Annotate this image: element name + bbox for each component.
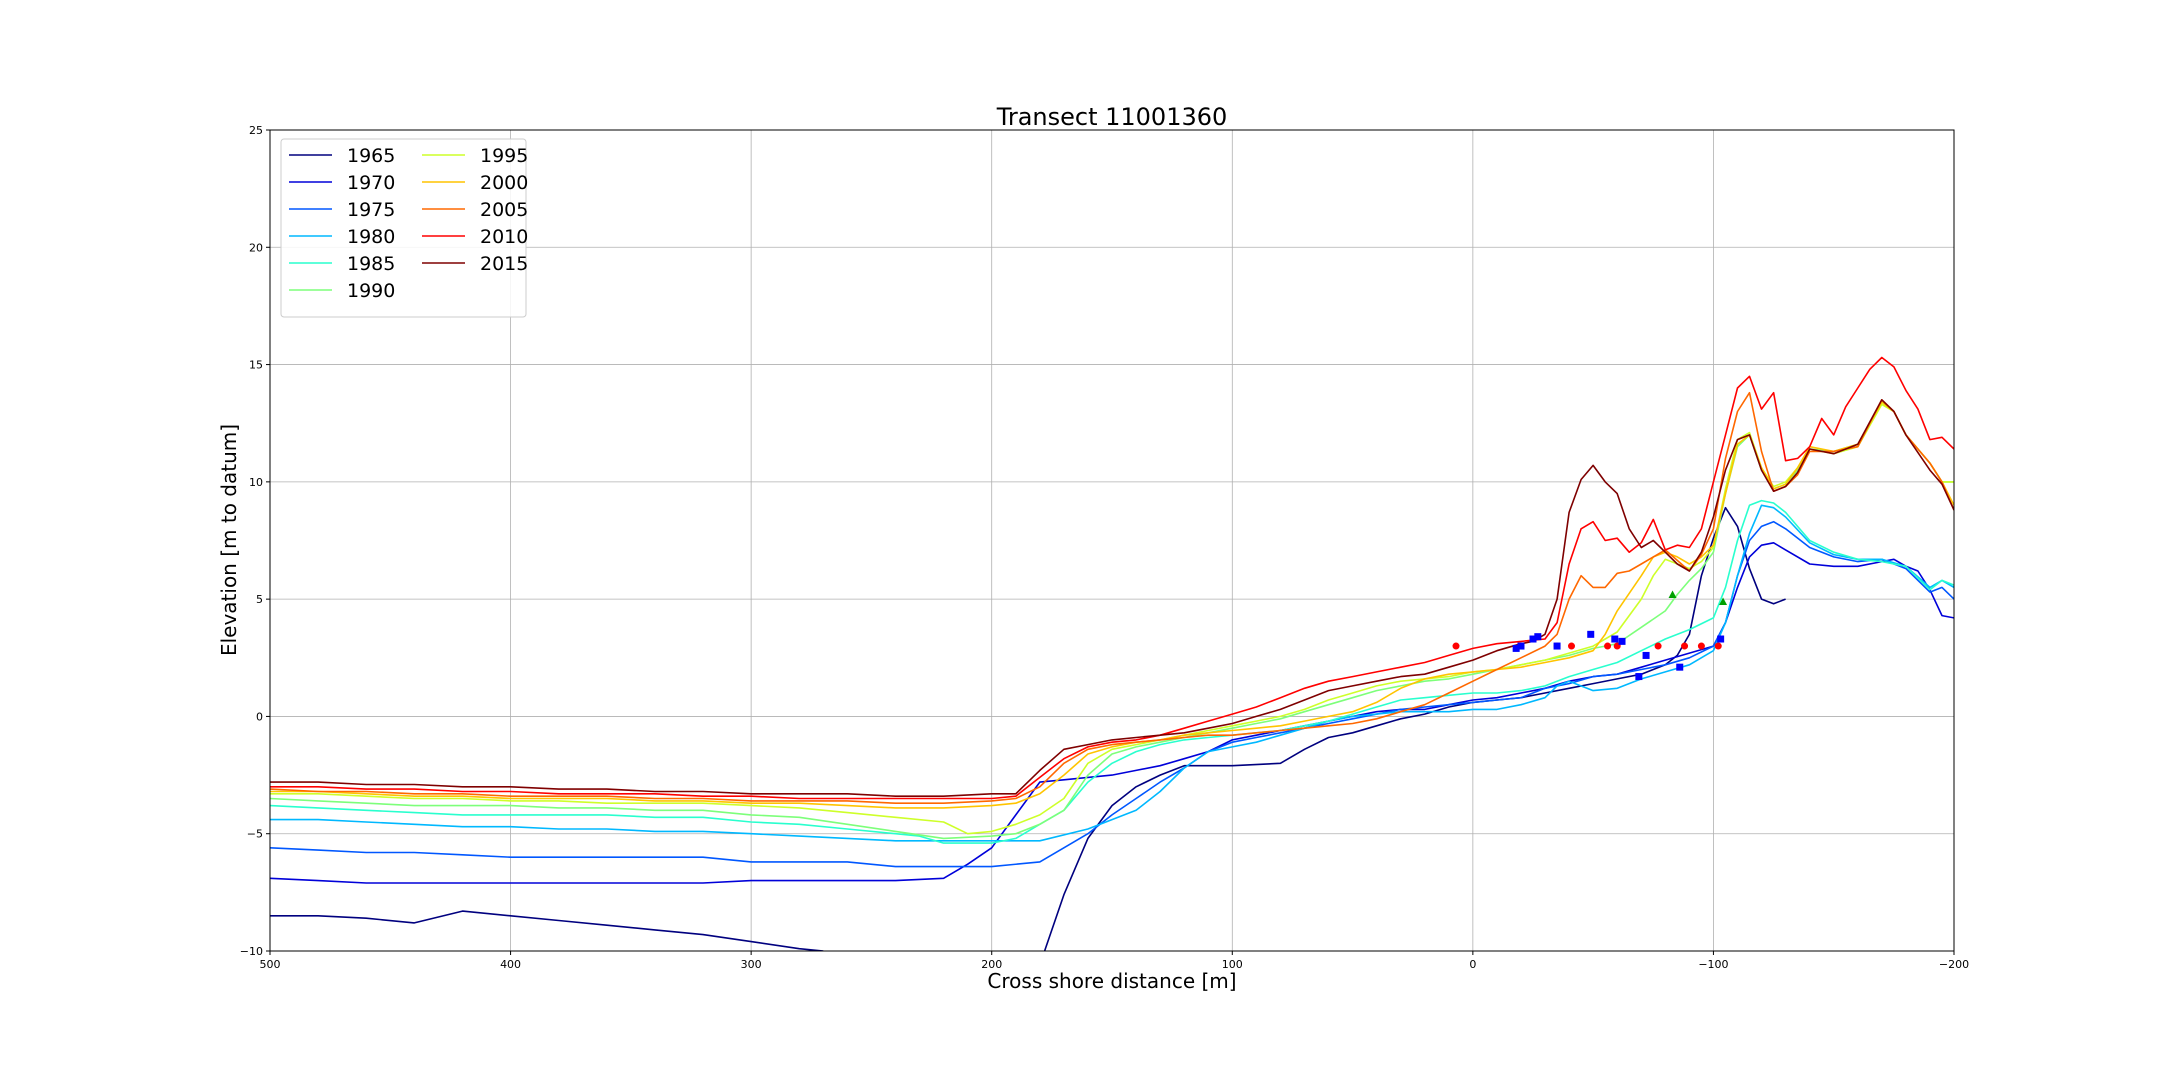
series-line-1985 — [270, 499, 1954, 844]
y-tick-label: 25 — [249, 124, 263, 137]
marker-circle — [1452, 642, 1460, 650]
legend-label-2005: 2005 — [480, 199, 528, 221]
series-line-1965 — [270, 910, 824, 951]
legend-box — [280, 138, 527, 318]
marker-circle — [1681, 642, 1689, 650]
marker-square — [1611, 635, 1619, 643]
marker-circle — [1714, 642, 1722, 650]
legend-label-1995: 1995 — [480, 145, 528, 167]
marker-square — [1517, 642, 1525, 650]
marker-square — [1676, 663, 1684, 671]
data-markers — [1452, 590, 1728, 681]
legend-label-1965: 1965 — [347, 145, 395, 167]
marker-square — [1553, 642, 1561, 650]
series-line-1965 — [1043, 506, 1786, 951]
series-line-2000 — [270, 401, 1954, 809]
y-tick-label: 15 — [249, 359, 263, 372]
series-line-2010 — [270, 356, 1954, 800]
series-line-1970 — [270, 542, 1954, 884]
series-line-2015 — [270, 399, 1954, 797]
marker-circle — [1604, 642, 1612, 650]
x-axis-label: Cross shore distance [m] — [987, 969, 1236, 993]
y-tick-label: 5 — [256, 593, 263, 606]
series-line-1995 — [270, 403, 1954, 835]
plot-frame — [269, 129, 1955, 952]
series-lines — [270, 356, 1954, 951]
legend: 1965 1970 1975 1980 1985 1990 1995 2000 2005 2010… — [280, 138, 528, 318]
chart-title: Transect 11001360 — [996, 103, 1228, 131]
y-tick-label: 20 — [249, 241, 263, 254]
marker-square — [1587, 630, 1595, 638]
y-tick-label: 0 — [256, 710, 263, 723]
y-axis-label: Elevation [m to datum] — [217, 424, 241, 656]
x-tick-label: 300 — [741, 958, 762, 971]
legend-label-1985: 1985 — [347, 253, 395, 275]
axis-ticks: 500 400 300 200 100 0 −100 −200 −10 −5 0 5 10 15 20 25 — [240, 124, 1969, 971]
series-line-1990 — [270, 401, 1954, 840]
legend-label-1975: 1975 — [347, 199, 395, 221]
y-tick-label: −5 — [247, 828, 263, 841]
x-tick-label: 500 — [260, 958, 281, 971]
x-tick-label: 100 — [1222, 958, 1243, 971]
y-tick-label: 10 — [249, 476, 263, 489]
marker-circle — [1567, 642, 1575, 650]
series-line-1975 — [270, 520, 1954, 868]
x-tick-label: −100 — [1698, 958, 1728, 971]
legend-label-2000: 2000 — [480, 172, 528, 194]
x-tick-label: 200 — [981, 958, 1002, 971]
marker-triangle — [1668, 590, 1677, 598]
marker-square — [1534, 633, 1542, 641]
x-tick-label: −200 — [1939, 958, 1969, 971]
marker-circle — [1654, 642, 1662, 650]
x-tick-label: 0 — [1469, 958, 1476, 971]
marker-square — [1512, 644, 1520, 652]
marker-square — [1717, 635, 1725, 643]
marker-triangle — [1719, 597, 1728, 605]
x-tick-label: 400 — [500, 958, 521, 971]
legend-label-1970: 1970 — [347, 172, 395, 194]
y-tick-label: −10 — [240, 945, 263, 958]
marker-circle — [1697, 642, 1705, 650]
grid — [269, 129, 1955, 952]
legend-label-2010: 2010 — [480, 226, 528, 248]
marker-square — [1642, 651, 1650, 659]
marker-square — [1635, 673, 1643, 681]
series-line-1980 — [270, 504, 1954, 842]
legend-label-1980: 1980 — [347, 226, 395, 248]
marker-square — [1529, 635, 1537, 643]
marker-square — [1618, 637, 1626, 645]
legend-label-1990: 1990 — [347, 280, 395, 302]
legend-label-2015: 2015 — [480, 253, 528, 275]
